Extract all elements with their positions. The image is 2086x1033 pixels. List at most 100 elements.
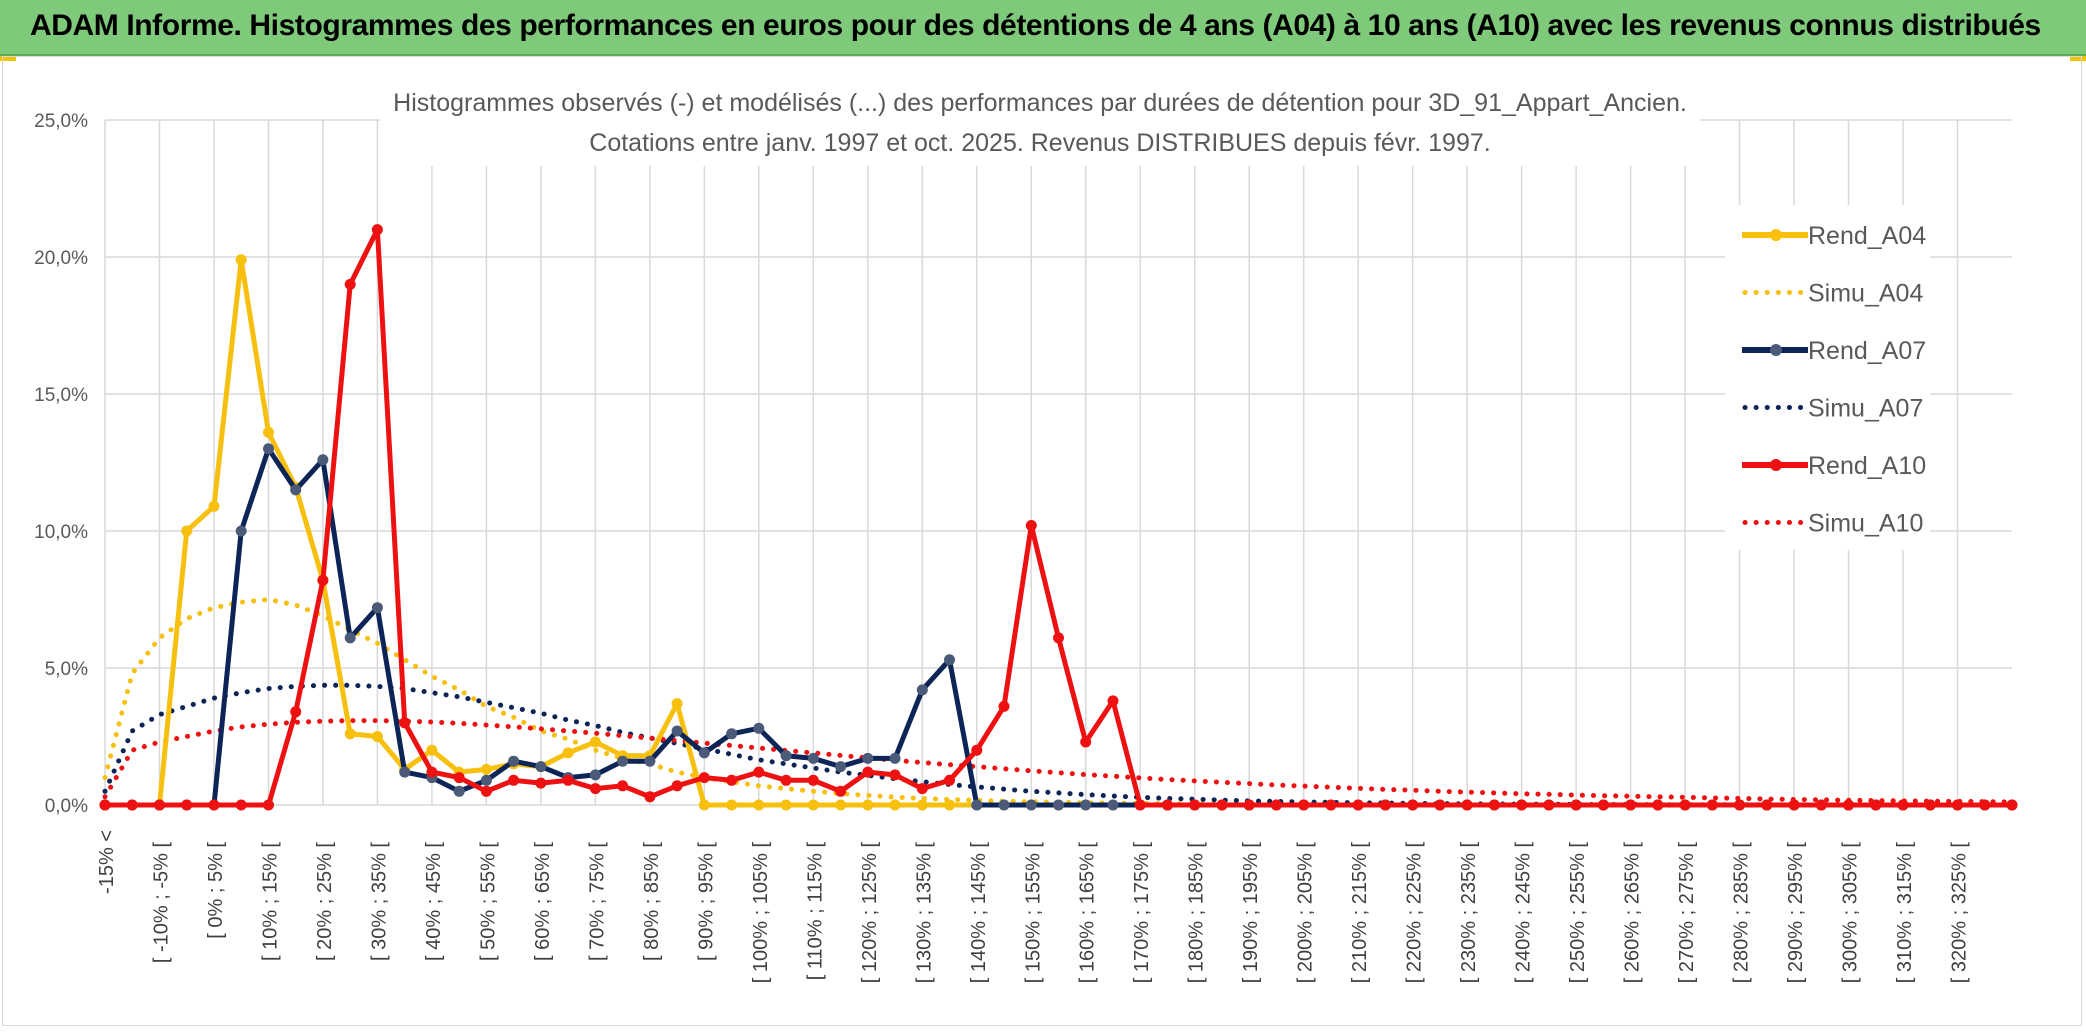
x-tick-label: [ 0% ; 5% [ [205,842,227,939]
data-point-Rend_A07 [807,752,819,764]
data-point-Rend_A10 [1815,799,1827,811]
data-point-Rend_A10 [290,706,302,718]
data-point-Rend_A07 [998,799,1010,811]
data-point-Rend_A10 [1625,799,1637,811]
data-point-Rend_A07 [263,443,274,455]
report-banner: ADAM Informe. Histogrammes des performan… [0,0,2086,56]
legend-item-Rend_A04: Rend_A04 [1742,222,1926,250]
data-point-Rend_A10 [698,772,710,784]
data-point-Rend_A07 [617,755,629,767]
x-tick-label: -15% < [96,830,118,894]
y-tick-label: 20,0% [34,248,88,269]
series-Simu_A07 [102,682,2015,808]
data-point-Rend_A07 [1053,799,1064,811]
data-point-Rend_A07 [1107,799,1119,811]
data-point-Rend_A10 [1379,799,1391,811]
data-point-Rend_A07 [862,752,874,764]
data-point-Rend_A04 [807,799,819,811]
data-point-Rend_A10 [263,799,274,811]
corner-mark-top-right [2070,56,2086,61]
data-point-Rend_A04 [235,254,247,266]
x-tick-label: [ 210% ; 215% [ [1349,842,1371,984]
data-point-Rend_A10 [671,780,683,792]
data-point-Rend_A04 [589,736,601,748]
x-tick-label: [ 170% ; 175% [ [1131,842,1153,984]
data-point-Rend_A10 [2006,799,2018,811]
y-axis: 0,0% 5,0% 10,0% 15,0% 20,0% 25,0% [34,111,88,817]
data-point-Rend_A07 [780,750,792,762]
data-point-Rend_A10 [807,774,819,786]
data-point-Rend_A04 [371,731,383,742]
legend-item-Rend_A07: Rend_A07 [1742,337,1926,365]
chart-titles: Histogrammes observés (-) et modélisés (… [380,80,1700,166]
data-point-Rend_A10 [426,766,438,778]
x-tick-label: [ 160% ; 165% [ [1077,842,1099,984]
data-point-Rend_A10 [371,224,383,236]
data-point-Rend_A10 [944,774,955,786]
x-tick-label: [ 30% ; 35% [ [368,842,390,961]
legend-marker [1770,459,1782,471]
data-point-Rend_A10 [998,700,1010,712]
data-point-Rend_A07 [1025,799,1037,811]
legend-label: Simu_A07 [1808,395,1923,423]
data-point-Rend_A10 [1434,799,1446,811]
data-point-Rend_A04 [862,799,874,811]
data-point-Rend_A04 [916,799,928,811]
series-Simu_A10 [102,718,2015,805]
data-point-Rend_A10 [1461,799,1473,811]
data-point-Rend_A07 [971,799,983,811]
data-point-Rend_A07 [944,654,955,666]
data-point-Rend_A10 [1189,799,1201,811]
x-tick-label: [ 260% ; 265% [ [1622,842,1644,984]
chart-legend: Rend_A04 Simu_A04 Rend_A07 Simu_A07 Rend_A10… [1725,205,1930,550]
legend-item-Simu_A10: Simu_A10 [1742,510,1923,538]
data-point-Rend_A10 [535,777,547,789]
data-point-Rend_A10 [1134,799,1146,811]
x-tick-label: [ 310% ; 315% [ [1894,842,1916,984]
x-tick-label: [ 180% ; 185% [ [1186,842,1208,984]
data-point-Rend_A10 [1843,799,1854,811]
data-point-Rend_A10 [181,799,193,811]
data-point-Rend_A10 [1298,799,1310,811]
data-point-Rend_A10 [1352,799,1364,811]
data-point-Rend_A04 [944,799,955,811]
corner-mark-top-left [0,56,16,61]
data-point-Rend_A10 [1488,799,1500,811]
data-point-Rend_A10 [1897,799,1909,811]
data-point-Rend_A10 [1270,799,1282,811]
data-point-Rend_A10 [208,799,220,811]
data-point-Rend_A10 [1216,799,1228,811]
data-point-Rend_A04 [426,744,438,756]
data-point-Rend_A10 [1870,799,1882,811]
series-Rend_A10 [99,224,2018,811]
data-point-Rend_A10 [317,574,329,586]
report-title: ADAM Informe. Histogrammes des performan… [30,9,2041,42]
data-point-Rend_A07 [290,484,302,496]
x-tick-label: [ 200% ; 205% [ [1295,842,1317,984]
x-tick-label: [ 270% ; 275% [ [1676,842,1698,984]
x-tick-label: [ 300% ; 305% [ [1840,842,1862,984]
data-point-Rend_A10 [835,785,847,797]
x-tick-label: [ 90% ; 95% [ [695,842,717,961]
x-tick-label: [ 240% ; 245% [ [1513,842,1535,984]
data-point-Rend_A10 [1979,799,1991,811]
data-point-Rend_A07 [453,785,465,797]
y-tick-label: 15,0% [34,385,88,406]
data-point-Rend_A10 [1788,799,1800,811]
data-point-Rend_A10 [753,766,765,778]
data-point-Rend_A07 [344,632,356,644]
data-point-Rend_A07 [535,761,547,773]
legend-item-Rend_A10: Rend_A10 [1742,452,1926,480]
data-point-Rend_A07 [399,766,411,778]
data-point-Rend_A10 [1243,799,1255,811]
data-point-Rend_A10 [780,774,792,786]
x-tick-label: [ 70% ; 75% [ [586,842,608,961]
data-point-Rend_A10 [1025,520,1037,531]
data-point-Rend_A10 [1516,799,1528,811]
data-point-Rend_A04 [780,799,792,811]
data-point-Rend_A10 [889,769,901,781]
data-point-Rend_A07 [589,769,601,781]
data-point-Rend_A10 [154,799,165,811]
x-tick-label: [ 140% ; 145% [ [968,842,990,984]
data-point-Rend_A04 [480,763,492,775]
